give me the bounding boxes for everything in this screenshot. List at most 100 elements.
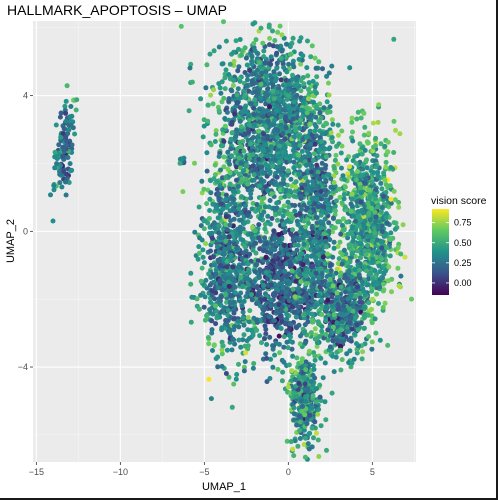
- data-point: [263, 77, 269, 83]
- data-point: [335, 122, 341, 128]
- data-point: [267, 221, 273, 227]
- data-point: [251, 80, 257, 86]
- data-point: [343, 289, 348, 295]
- data-point: [369, 313, 375, 319]
- data-point: [64, 175, 70, 181]
- data-point: [284, 316, 290, 322]
- data-point: [288, 260, 294, 266]
- data-point: [385, 139, 391, 145]
- data-point: [329, 299, 335, 305]
- data-point: [359, 189, 365, 195]
- data-point: [364, 165, 370, 171]
- data-point: [324, 99, 330, 105]
- data-point: [307, 412, 313, 418]
- data-point: [230, 336, 236, 342]
- data-point: [246, 156, 252, 162]
- data-point: [312, 55, 318, 61]
- data-point: [323, 417, 329, 423]
- data-point: [213, 308, 219, 314]
- data-point: [244, 62, 250, 68]
- data-point: [372, 233, 378, 239]
- data-point: [204, 201, 210, 207]
- data-point: [319, 279, 325, 285]
- data-point: [245, 212, 251, 218]
- data-point: [359, 145, 365, 150]
- data-point: [279, 32, 285, 38]
- data-point: [344, 351, 350, 357]
- data-point: [231, 58, 237, 64]
- data-point: [341, 247, 347, 253]
- data-point: [245, 315, 251, 320]
- data-point: [396, 204, 402, 210]
- data-point: [338, 284, 344, 290]
- data-point: [297, 419, 303, 425]
- data-point: [356, 272, 362, 278]
- data-point: [360, 166, 366, 172]
- data-point: [240, 237, 246, 243]
- data-point: [337, 194, 343, 200]
- data-point: [268, 297, 274, 303]
- data-point: [226, 283, 232, 289]
- data-point: [313, 386, 319, 392]
- data-point: [68, 122, 74, 128]
- data-point: [57, 180, 63, 186]
- data-point: [270, 43, 276, 49]
- data-point: [349, 250, 355, 256]
- data-point: [256, 156, 262, 162]
- data-point: [355, 327, 361, 333]
- data-point: [215, 354, 221, 360]
- data-point: [271, 205, 277, 211]
- data-point: [225, 307, 231, 313]
- data-point: [323, 188, 329, 194]
- data-point: [269, 163, 275, 169]
- data-point: [270, 88, 276, 94]
- data-point: [312, 353, 318, 359]
- data-point: [314, 191, 320, 197]
- data-point: [195, 256, 201, 262]
- data-point: [303, 340, 308, 346]
- data-point: [292, 203, 298, 208]
- data-point: [238, 344, 244, 350]
- data-point: [311, 151, 317, 157]
- data-point: [220, 143, 226, 149]
- data-point: [378, 141, 384, 147]
- data-point: [286, 362, 292, 368]
- data-point: [313, 270, 319, 276]
- data-point: [357, 141, 363, 147]
- data-point: [337, 239, 343, 245]
- data-point: [243, 294, 249, 300]
- data-point: [48, 192, 53, 198]
- data-point: [232, 341, 238, 347]
- data-point: [274, 44, 280, 50]
- data-point: [398, 251, 404, 257]
- data-point: [374, 205, 380, 211]
- data-point: [305, 96, 311, 102]
- data-point: [257, 106, 263, 112]
- data-point: [346, 242, 352, 248]
- data-point: [52, 165, 58, 171]
- data-point: [292, 208, 298, 214]
- data-point: [286, 204, 292, 210]
- data-point: [330, 225, 336, 231]
- data-point: [262, 60, 268, 66]
- data-point: [204, 62, 210, 68]
- data-point: [251, 121, 257, 127]
- data-point: [198, 223, 204, 229]
- data-point: [192, 229, 198, 235]
- data-point: [291, 89, 296, 95]
- data-point: [267, 198, 273, 203]
- data-point: [200, 134, 206, 140]
- data-point: [64, 171, 70, 177]
- data-point: [310, 157, 316, 163]
- data-point: [236, 337, 242, 343]
- data-point: [236, 206, 242, 212]
- data-point: [310, 229, 316, 235]
- data-point: [237, 37, 243, 42]
- data-point: [209, 292, 215, 298]
- data-point: [299, 148, 305, 154]
- data-point: [326, 201, 332, 207]
- data-point: [267, 334, 273, 340]
- data-point: [214, 186, 220, 192]
- data-point: [222, 75, 228, 81]
- data-point: [298, 279, 304, 285]
